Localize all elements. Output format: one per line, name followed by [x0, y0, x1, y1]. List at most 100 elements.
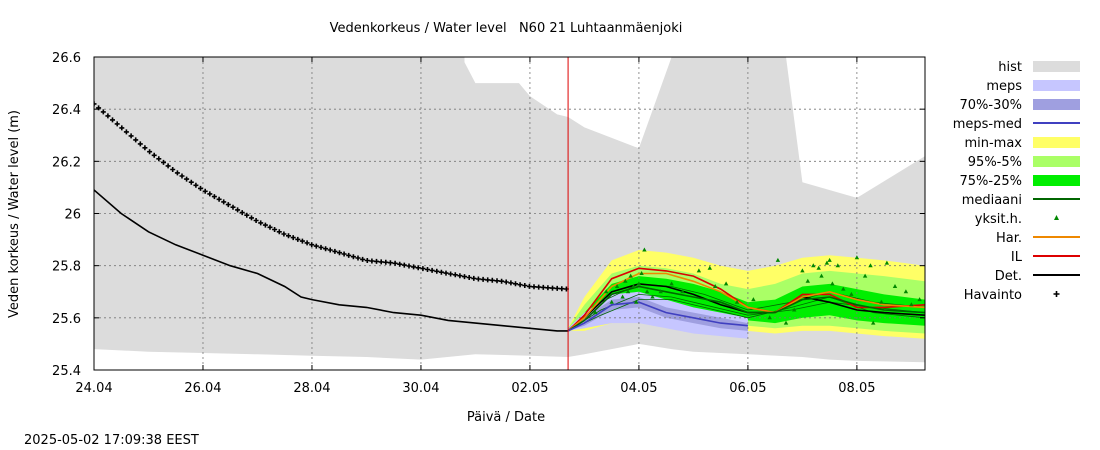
- observation-point: [272, 227, 278, 232]
- member-marker: [658, 289, 663, 294]
- plot-overlay: [94, 57, 925, 370]
- observation-point: [123, 129, 129, 135]
- series-har: [567, 272, 925, 332]
- observation-point: [313, 243, 319, 249]
- observation-point: [105, 113, 111, 119]
- observation-point: [290, 235, 296, 241]
- legend-swatch-75-25: [1033, 175, 1080, 186]
- legend-label: mediaani: [962, 193, 1022, 208]
- observation-point: [211, 194, 217, 200]
- member-marker: [723, 281, 729, 286]
- x-tick-label: 30.04: [402, 381, 439, 396]
- member-marker: [696, 268, 702, 273]
- member-marker: [792, 307, 797, 312]
- observation-point: [466, 275, 472, 280]
- member-marker: [644, 289, 650, 294]
- member-marker: [751, 297, 756, 302]
- observation-point: [480, 276, 486, 282]
- observation-point: [443, 270, 449, 276]
- series-il: [567, 267, 925, 332]
- legend-swatch-95-5: [1033, 156, 1080, 167]
- x-axis-label: Päivä / Date: [467, 410, 545, 425]
- legend-label: 70%-30%: [960, 98, 1022, 113]
- legend-swatch-min-max: [1033, 137, 1080, 148]
- observation-point: [369, 258, 375, 264]
- observation-point: [239, 210, 245, 216]
- observation-point: [165, 163, 171, 169]
- legend-label: 75%-25%: [960, 174, 1022, 189]
- observation-point: [156, 156, 162, 162]
- observation-point: [383, 259, 389, 265]
- observation-point: [332, 248, 338, 254]
- member-marker: [614, 284, 620, 288]
- plot-area: [94, 57, 925, 363]
- x-tick-label: 04.05: [620, 381, 657, 396]
- observation-point: [526, 283, 532, 289]
- member-marker: [827, 257, 832, 262]
- observation-point: [503, 279, 509, 285]
- observation-point: [360, 256, 366, 262]
- observation-point: [299, 238, 305, 244]
- x-tick-label: 24.04: [75, 381, 112, 396]
- observation-point: [128, 133, 134, 139]
- observation-point: [179, 173, 185, 179]
- y-tick-label: 26: [64, 208, 81, 223]
- observation-point: [309, 242, 315, 248]
- observation-point: [397, 261, 403, 267]
- member-marker: [593, 310, 598, 315]
- series-meps-med: [567, 301, 748, 332]
- member-marker: [816, 265, 821, 270]
- x-tick-label: 28.04: [293, 381, 330, 396]
- observation-point: [230, 204, 236, 210]
- member-marker: [854, 255, 860, 260]
- member-marker: [835, 263, 840, 268]
- observation-point: [184, 176, 190, 182]
- observation-point: [244, 212, 250, 218]
- observation-point: [225, 202, 231, 208]
- member-marker: [669, 281, 674, 286]
- member-marker: [868, 263, 873, 268]
- observation-point: [471, 275, 477, 281]
- y-axis: 25.4 25.6 25.8 26 26.2 26.4 26.6: [52, 51, 925, 379]
- legend-label: yksit.h.: [975, 212, 1022, 227]
- legend-label: IL: [1011, 250, 1023, 265]
- y-tick-label: 26.2: [52, 155, 81, 170]
- observation-point: [119, 125, 125, 131]
- member-marker: [830, 281, 835, 286]
- observation-point: [151, 152, 157, 158]
- observation-point: [327, 247, 333, 253]
- observation-point: [216, 196, 222, 202]
- legend-swatch-70-30: [1033, 99, 1080, 110]
- ensemble-member-line: [567, 283, 925, 332]
- member-marker: [631, 284, 636, 288]
- observation-point: [448, 271, 454, 277]
- y-tick-label: 25.6: [52, 312, 81, 327]
- timestamp: 2025-05-02 17:09:38 EEST: [24, 433, 199, 448]
- observation-point: [517, 282, 523, 288]
- hist-upper-gap: [464, 57, 925, 198]
- observation-point: [258, 220, 264, 226]
- member-marker: [849, 291, 854, 296]
- member-marker: [623, 278, 628, 283]
- observation-point: [508, 280, 514, 286]
- observation-point: [114, 121, 120, 127]
- observation-point: [188, 179, 194, 185]
- member-marker: [734, 299, 740, 304]
- observation-point: [425, 267, 430, 272]
- observation-point: [100, 109, 106, 115]
- observation-point: [545, 285, 551, 291]
- legend-swatch-meps: [1033, 80, 1080, 91]
- observation-point: [133, 137, 139, 143]
- observation-point: [193, 182, 199, 188]
- observation-point: [536, 284, 542, 290]
- observation-point: [452, 272, 458, 278]
- observation-point: [341, 251, 347, 257]
- observation-point: [429, 267, 435, 273]
- observation-point: [147, 149, 153, 155]
- observation-point: [161, 159, 166, 165]
- observation-point: [499, 278, 505, 284]
- member-marker: [871, 320, 876, 325]
- member-marker: [800, 268, 805, 273]
- member-marker: [811, 263, 816, 268]
- observation-point: [420, 266, 426, 272]
